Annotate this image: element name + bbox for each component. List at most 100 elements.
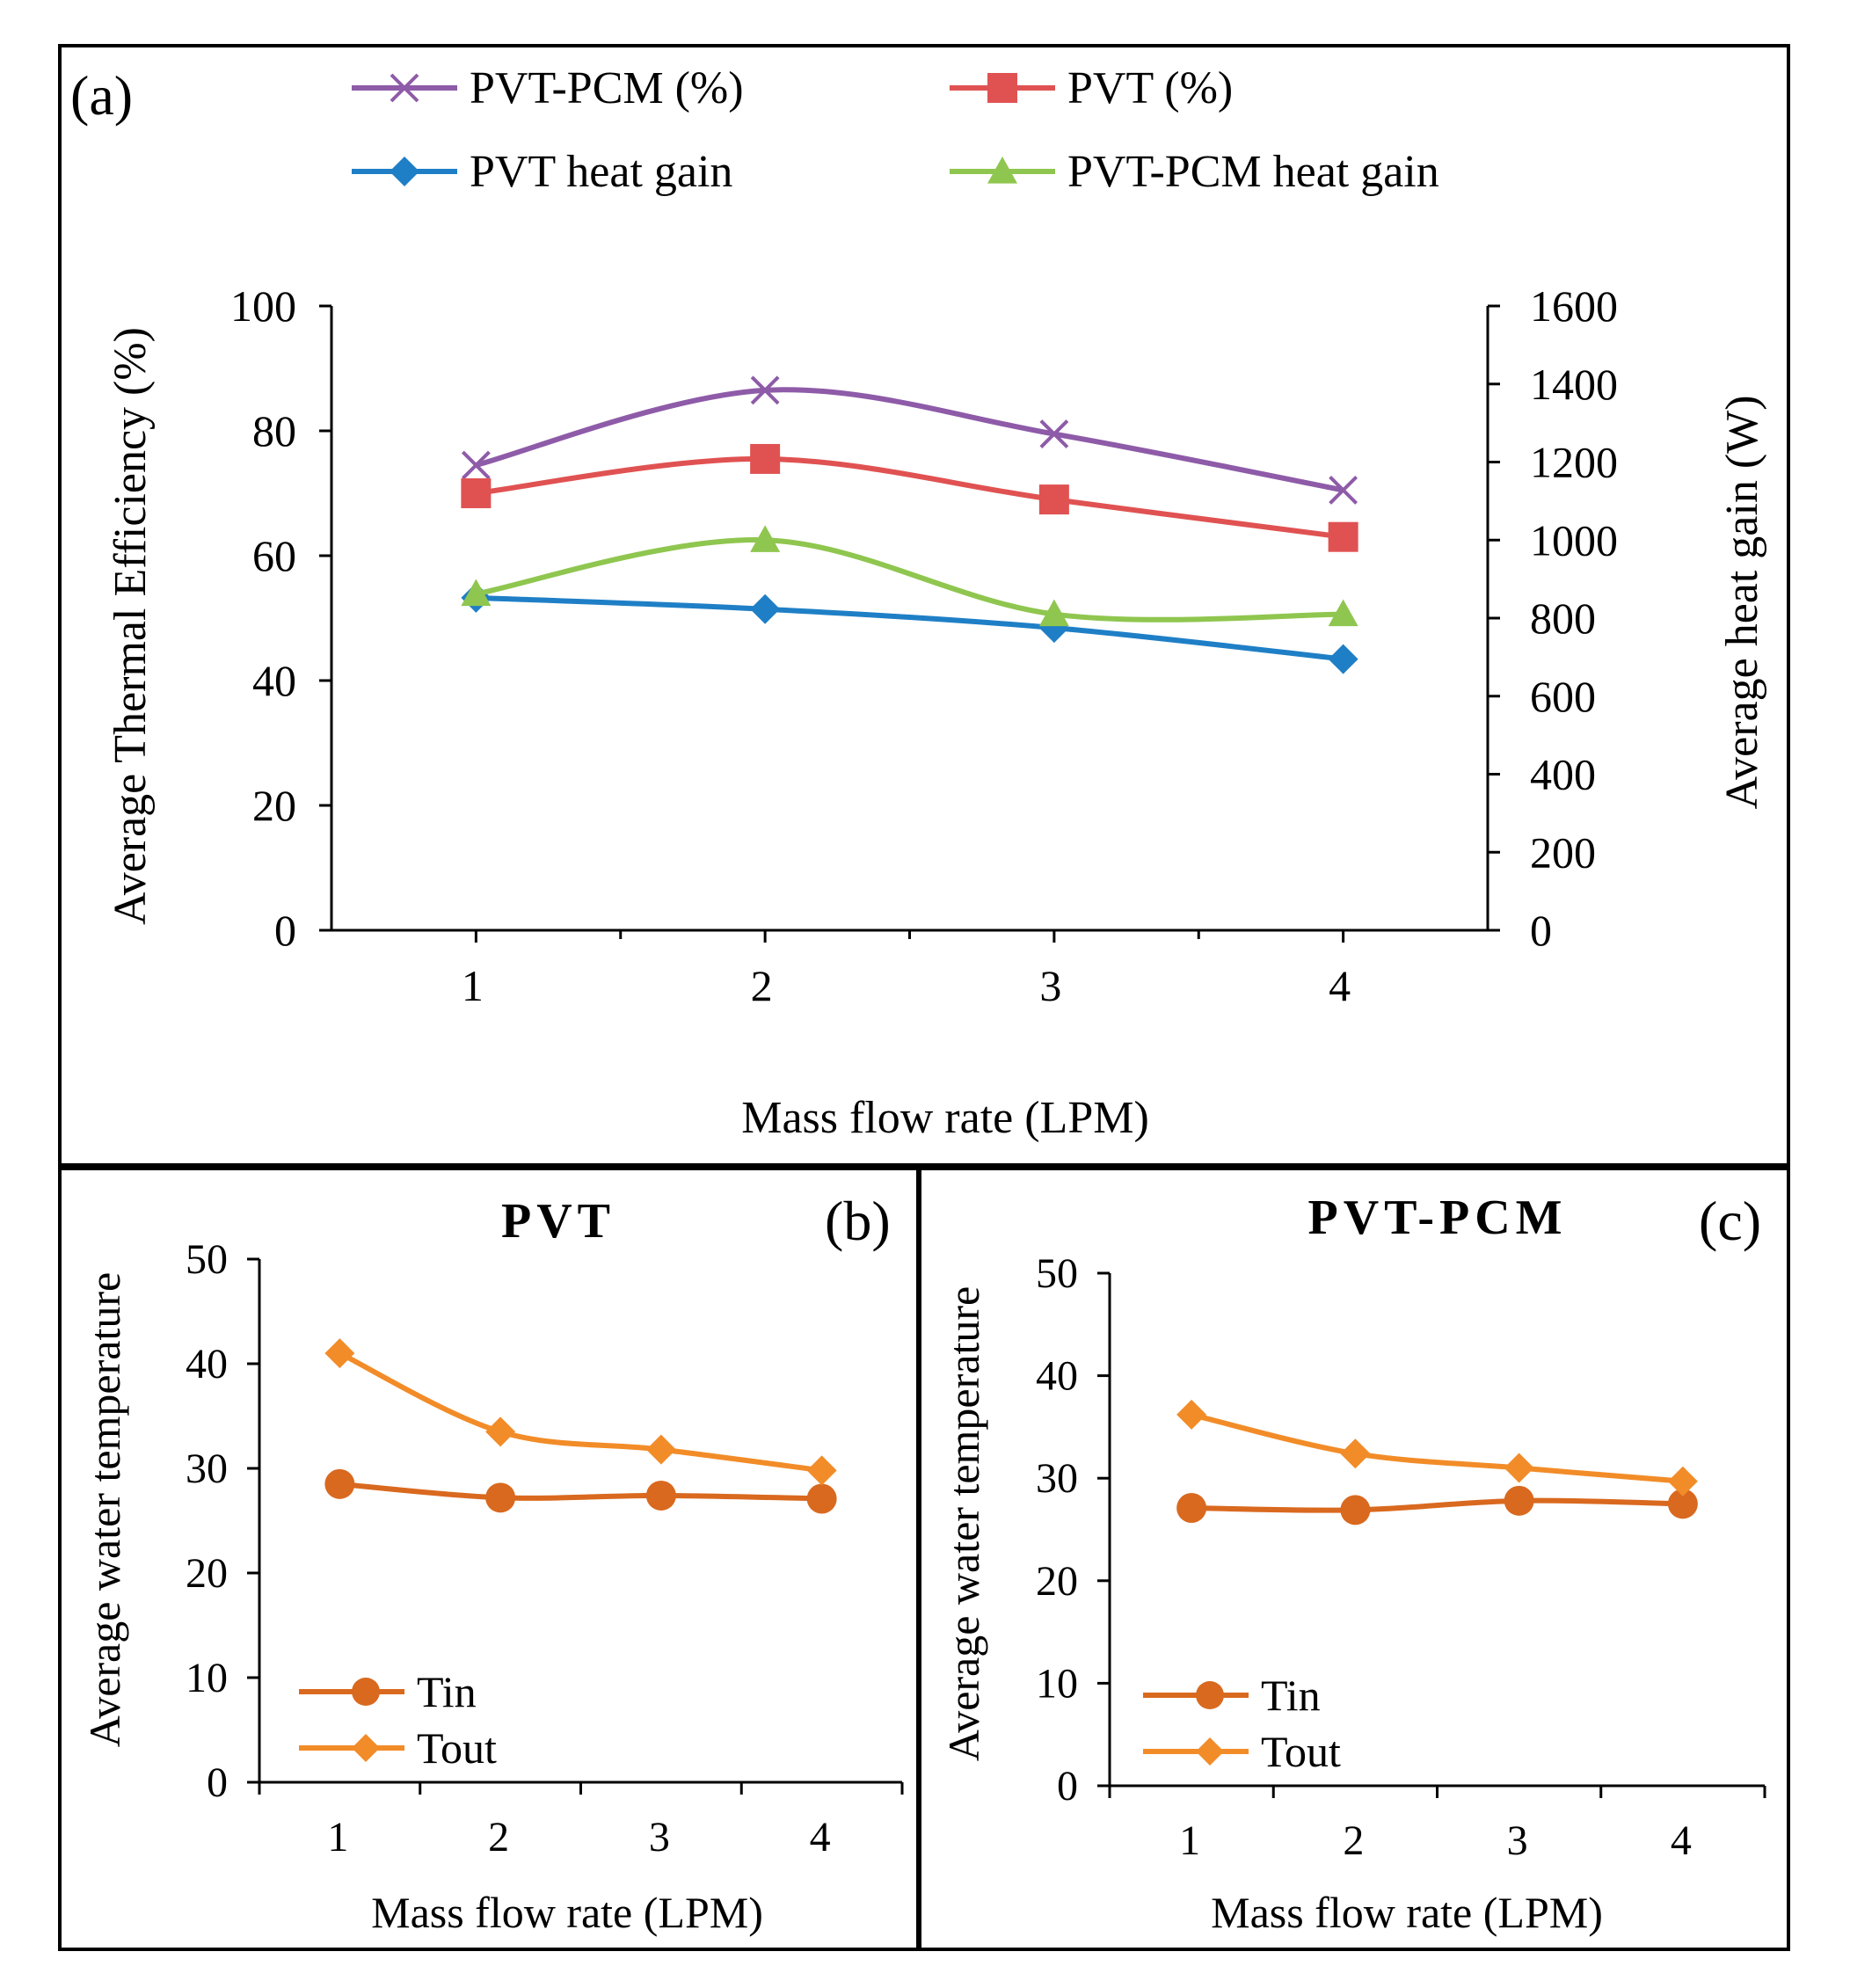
panel-a-series-2-point-3 [1328, 644, 1358, 674]
panel-a-x-tick-label: 1 [462, 961, 484, 1010]
panel-b-x-tick-label: 1 [327, 1814, 348, 1861]
panel-a-series-line-0 [475, 387, 1344, 493]
panel-c-y-tick-label: 20 [1036, 1558, 1078, 1605]
panel-c-label: (c) [1699, 1190, 1761, 1252]
panel-b-y-tick-label: 50 [186, 1236, 228, 1283]
panel-b-legend-label-1: Tout [417, 1723, 497, 1773]
panel-c-series-line-0 [1191, 1497, 1683, 1513]
panel-a-y2-tick-label: 1000 [1530, 515, 1618, 564]
panel-c-x-tick-label: 1 [1179, 1817, 1200, 1864]
panel-a-series-3-point-2 [1038, 599, 1069, 627]
panel-b-y-tick-label: 20 [186, 1550, 228, 1597]
panel-a-y2-tick-label: 1600 [1530, 281, 1618, 331]
panel-b-title: PVT [501, 1194, 615, 1249]
panel-a-y2-tick-label: 1200 [1530, 438, 1618, 487]
panel-b-x-tick-label: 4 [810, 1814, 831, 1861]
panel-b-series-0-point-2 [645, 1480, 676, 1511]
panel-c-y-tick-label: 10 [1036, 1660, 1078, 1707]
panel-a-series-0-point-2-stroke-2 [1039, 419, 1069, 448]
panel-a-series-0-point-3-stroke-2 [1329, 476, 1358, 505]
panel-a-y-tick-label: 20 [252, 781, 296, 830]
panel-a-series-1-point-0 [461, 478, 492, 508]
panel-c-y-tick-label: 50 [1036, 1250, 1078, 1297]
panel-a-y-axis-title: Average Thermal Efficiency (%) [106, 327, 156, 925]
panel-b-x-axis-title: Mass flow rate (LPM) [371, 1888, 763, 1937]
panel-b-series-1-point-0 [324, 1338, 355, 1369]
panel-a-legend-marker-1 [987, 73, 1017, 103]
panel-b-legend-marker-1 [352, 1734, 380, 1762]
panel-a-y-tick-label: 0 [274, 906, 296, 955]
panel-a-legend-label-0: PVT-PCM (%) [470, 63, 744, 113]
panel-c-series-0-point-3 [1667, 1489, 1698, 1519]
panel-a-x-tick-label: 3 [1039, 961, 1061, 1010]
panel-a-legend-label-3: PVT-PCM heat gain [1067, 147, 1439, 197]
panel-b-legend-label-0: Tin [417, 1667, 477, 1716]
panel-b-series-line-1 [339, 1351, 823, 1474]
panel-a-series-0-point-3 [1329, 476, 1358, 505]
panel-b-series-1-point-1 [485, 1416, 516, 1447]
panel-a-y2-tick-label: 0 [1530, 906, 1552, 955]
panel-a-series-0-point-1-stroke-2 [750, 375, 780, 405]
panel-a-series-0-point-0 [461, 450, 491, 480]
panel-c-legend-marker-1 [1196, 1737, 1224, 1766]
panel-c-legend-label-0: Tin [1261, 1671, 1321, 1720]
panel-c-series-0-point-2 [1504, 1485, 1534, 1516]
panel-b-label: (b) [825, 1190, 891, 1252]
panel-a-y2-tick-label: 200 [1530, 827, 1596, 877]
panel-c-y-tick-label: 30 [1036, 1455, 1078, 1502]
panel-a-x-axis-title: Mass flow rate (LPM) [741, 1093, 1149, 1143]
panel-a-y2-tick-label: 800 [1530, 593, 1596, 643]
panel-a-series-1-point-2 [1038, 484, 1069, 515]
panel-c-series-1-point-3 [1667, 1466, 1698, 1496]
panel-a-y2-tick-label: 400 [1530, 750, 1596, 799]
panel-a-y2-axis-title: Average heat gain (W) [1717, 395, 1767, 809]
panel-a-series-line-2 [476, 594, 1344, 662]
panel-a-legend-marker-0 [390, 73, 419, 103]
panel-c-x-tick-label: 3 [1507, 1817, 1528, 1864]
panel-b-y-tick-label: 0 [207, 1759, 228, 1806]
panel-c-y-tick-label: 0 [1057, 1763, 1078, 1810]
panel-a-legend-marker-0-stroke-2 [390, 73, 419, 103]
panel-b-series-1-point-2 [645, 1434, 676, 1465]
panel-a-legend-label-1: PVT (%) [1067, 63, 1233, 113]
panel-a-y-tick-label: 100 [230, 281, 296, 331]
panel-c-x-axis-title: Mass flow rate (LPM) [1211, 1888, 1603, 1937]
panel-c-title: PVT-PCM [1307, 1191, 1567, 1245]
panel-b-series-1-point-3 [806, 1455, 837, 1486]
panel-c-x-tick-label: 4 [1671, 1817, 1692, 1864]
panel-a-series-line-3 [475, 537, 1344, 623]
panel-b-x-tick-label: 2 [488, 1814, 509, 1861]
panel-a-y-tick-label: 40 [252, 656, 296, 705]
panel-c-y-axis-title: Average water temperature [939, 1286, 988, 1761]
panel-b-x-tick-label: 3 [649, 1814, 670, 1861]
panel-c-series-1-point-2 [1504, 1453, 1534, 1483]
panel-a-series-3-point-1 [750, 525, 781, 552]
panel-a-series-1-point-1 [750, 443, 781, 474]
panel-b-y-tick-label: 40 [186, 1341, 228, 1387]
panel-a-legend-marker-2 [390, 157, 419, 186]
panel-a-x-tick-label: 2 [751, 961, 773, 1010]
panel-c-series-1-point-0 [1176, 1399, 1207, 1430]
panel-a-series-0-point-2 [1039, 419, 1069, 448]
panel-a-x-tick-label: 4 [1329, 961, 1351, 1010]
panel-a-series-2-point-1 [750, 593, 781, 624]
panel-b-y-axis-title: Average water temperature [80, 1272, 129, 1747]
panel-c-legend-label-1: Tout [1261, 1727, 1341, 1776]
panel-c-legend-marker-0 [1196, 1681, 1224, 1709]
panel-a-frame [58, 44, 1790, 1167]
panel-a-legend-label-2: PVT heat gain [470, 147, 732, 197]
panel-b-y-tick-label: 10 [186, 1655, 228, 1701]
panel-a-series-0-point-0-stroke-2 [461, 450, 491, 480]
panel-a-series-0-point-1 [750, 375, 780, 405]
panel-b-series-line-0 [339, 1481, 822, 1502]
panel-a-y2-tick-label: 600 [1530, 672, 1596, 721]
panel-c-frame [918, 1167, 1790, 1951]
panel-c-series-0-point-0 [1176, 1493, 1207, 1524]
panel-a-series-line-1 [476, 455, 1344, 540]
panel-b-legend-marker-0 [352, 1678, 380, 1706]
panel-b-y-tick-label: 30 [186, 1445, 228, 1492]
panel-a-legend-marker-3 [987, 157, 1017, 184]
panel-a-label: (a) [70, 64, 133, 127]
panel-c-series-1-point-1 [1340, 1438, 1371, 1469]
